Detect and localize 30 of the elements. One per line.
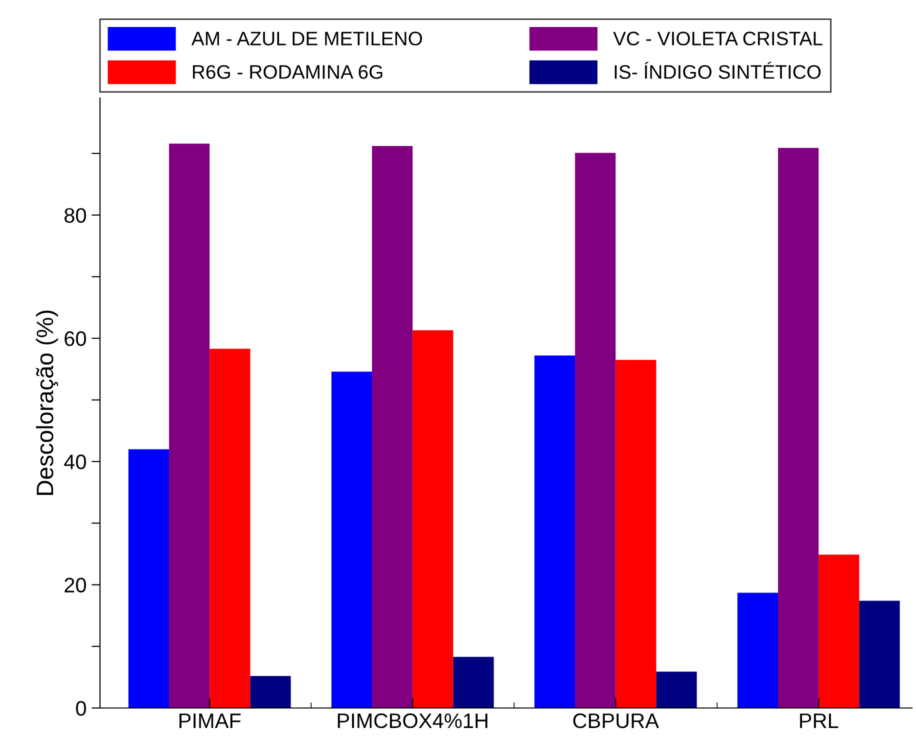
bar: [331, 372, 372, 708]
bar: [372, 146, 413, 708]
x-tick-label: CBPURA: [573, 713, 659, 728]
y-tick-label: 40: [64, 454, 86, 470]
legend-label: AM - AZUL DE METILENO: [191, 32, 422, 46]
bar: [128, 449, 170, 708]
y-tick-label: 0: [76, 701, 86, 716]
bar: [534, 356, 576, 708]
x-tick-label: PRL: [800, 714, 838, 728]
legend-label: R6G - RODAMINA 6G: [192, 65, 382, 79]
bar: [859, 600, 900, 708]
legend-label: VC - VIOLETA CRISTAL: [613, 32, 822, 46]
bar: [210, 348, 250, 708]
bar: [737, 592, 778, 708]
bar: [818, 554, 860, 708]
bar: [616, 360, 656, 708]
y-axis-title: Descoloração (%): [36, 310, 58, 495]
y-tick-label: 20: [64, 578, 86, 593]
y-tick-label: 60: [64, 331, 86, 346]
bar: [169, 144, 210, 708]
legend-label: IS- ÍNDIGO SINTÉTICO: [614, 62, 821, 79]
bar: [575, 152, 616, 708]
bar: [412, 330, 454, 708]
x-tick-label: PIMCBOX4%1H: [338, 713, 488, 728]
y-tick-label: 80: [64, 208, 86, 223]
bar: [453, 656, 494, 708]
bar: [656, 672, 697, 708]
bar: [778, 148, 819, 708]
bar: [250, 676, 291, 708]
x-tick-label: PIMAF: [180, 714, 241, 728]
